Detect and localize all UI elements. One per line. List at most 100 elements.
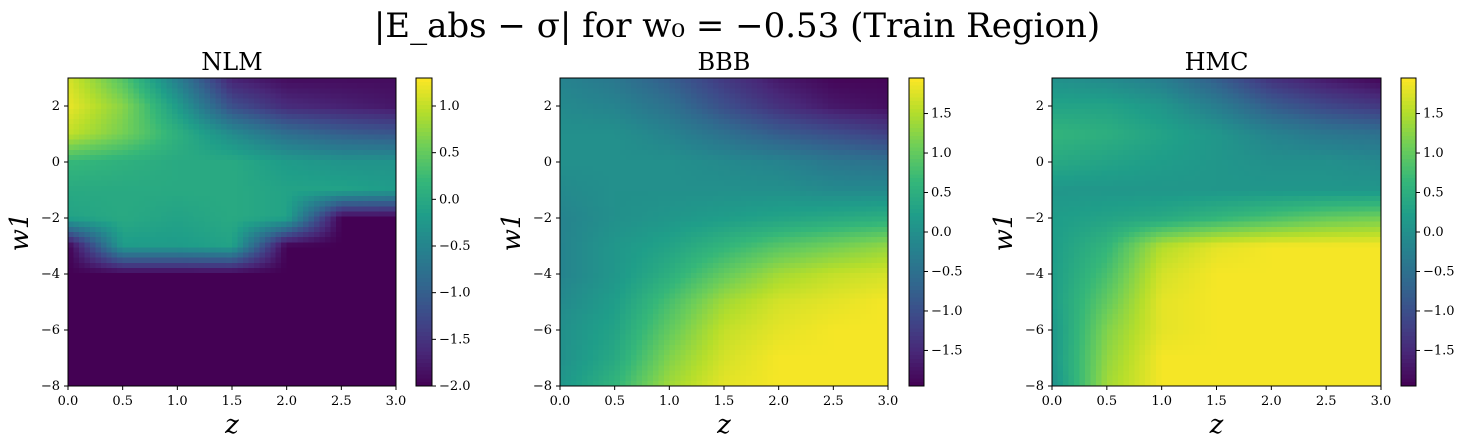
- heatmap-cell: [84, 293, 91, 300]
- heatmap-cell: [335, 273, 342, 279]
- heatmap-cell: [335, 293, 342, 300]
- heatmap-cell: [160, 267, 167, 274]
- heatmap-cell: [324, 283, 331, 290]
- heatmap-cell: [576, 180, 583, 187]
- heatmap-cell: [133, 160, 140, 166]
- heatmap-cell: [253, 329, 260, 336]
- heatmap-cell: [177, 370, 184, 377]
- heatmap-cell: [357, 160, 364, 166]
- heatmap-cell: [849, 165, 856, 171]
- heatmap-cell: [363, 211, 370, 218]
- heatmap-cell: [631, 175, 638, 182]
- heatmap-cell: [385, 283, 392, 290]
- heatmap-cell: [100, 196, 107, 202]
- heatmap-cell: [117, 237, 124, 243]
- heatmap-cell: [232, 201, 239, 207]
- heatmap-cell: [346, 242, 353, 248]
- heatmap-cell: [128, 221, 135, 228]
- heatmap-cell: [160, 252, 167, 259]
- heatmap-cell: [171, 298, 178, 305]
- heatmap-cell: [139, 324, 146, 331]
- heatmap-cell: [182, 293, 189, 300]
- heatmap-cell: [767, 144, 774, 151]
- heatmap-cell: [756, 165, 763, 171]
- heatmap-cell: [674, 113, 681, 120]
- heatmap-cell: [117, 370, 124, 377]
- heatmap-cell: [232, 319, 239, 325]
- heatmap-cell: [133, 339, 140, 346]
- heatmap-cell: [259, 344, 266, 351]
- heatmap-cell: [139, 211, 146, 218]
- heatmap-cell: [226, 155, 233, 161]
- heatmap-cell: [89, 329, 96, 336]
- heatmap-cell: [193, 329, 200, 336]
- heatmap-cell: [150, 139, 157, 146]
- heatmap-cell: [89, 262, 96, 269]
- heatmap-cell: [253, 242, 260, 248]
- heatmap-cell: [335, 124, 342, 130]
- heatmap-cell: [767, 113, 774, 120]
- heatmap-cell: [259, 129, 266, 136]
- heatmap-cell: [270, 334, 277, 341]
- heatmap-cell: [827, 108, 834, 115]
- heatmap-cell: [193, 314, 200, 320]
- heatmap-cell: [368, 98, 375, 105]
- heatmap-cell: [275, 293, 282, 300]
- heatmap-cell: [100, 216, 107, 223]
- heatmap-cell: [827, 88, 834, 94]
- heatmap-cell: [598, 134, 605, 141]
- heatmap-cell: [560, 134, 567, 141]
- heatmap-cell: [363, 309, 370, 315]
- heatmap-cell: [816, 93, 823, 100]
- heatmap-cell: [232, 190, 239, 197]
- heatmap-cell: [160, 201, 167, 207]
- heatmap-cell: [275, 185, 282, 192]
- heatmap-cell: [68, 180, 75, 187]
- heatmap-cell: [150, 83, 157, 89]
- heatmap-cell: [319, 329, 326, 336]
- heatmap-cell: [160, 180, 167, 187]
- heatmap-cell: [303, 360, 310, 367]
- heatmap-cell: [226, 149, 233, 156]
- heatmap-cell: [177, 329, 184, 336]
- heatmap-cell: [281, 365, 288, 372]
- heatmap-cell: [111, 124, 118, 130]
- heatmap-cell: [297, 350, 304, 356]
- heatmap-cell: [319, 232, 326, 238]
- heatmap-cell: [663, 139, 670, 146]
- heatmap-cell: [68, 232, 75, 238]
- heatmap-cell: [106, 242, 113, 248]
- heatmap-cell: [658, 78, 665, 84]
- heatmap-cell: [734, 139, 741, 146]
- heatmap-cell: [182, 83, 189, 89]
- heatmap-cell: [166, 329, 173, 336]
- heatmap-cell: [237, 78, 244, 84]
- heatmap-cell: [292, 298, 299, 305]
- heatmap-cell: [352, 355, 359, 361]
- heatmap-cell: [368, 170, 375, 177]
- heatmap-cell: [270, 124, 277, 130]
- heatmap-cell: [286, 242, 293, 248]
- heatmap-cell: [237, 257, 244, 264]
- heatmap-cell: [297, 134, 304, 141]
- heatmap-cell: [724, 113, 731, 120]
- heatmap-cell: [111, 190, 118, 197]
- heatmap-cell: [811, 149, 818, 156]
- heatmap-cell: [346, 247, 353, 254]
- heatmap-cell: [122, 355, 129, 361]
- heatmap-cell: [117, 108, 124, 115]
- heatmap-cell: [724, 144, 731, 151]
- heatmap-cell: [150, 375, 157, 382]
- heatmap-cell: [264, 309, 271, 315]
- heatmap-cell: [357, 175, 364, 182]
- heatmap-cell: [292, 278, 299, 284]
- heatmap-cell: [78, 298, 85, 305]
- heatmap-cell: [346, 278, 353, 284]
- heatmap-cell: [303, 175, 310, 182]
- heatmap-cell: [319, 226, 326, 233]
- heatmap-cell: [565, 113, 572, 120]
- heatmap-cell: [226, 129, 233, 136]
- heatmap-cell: [160, 185, 167, 192]
- heatmap-cell: [756, 175, 763, 182]
- heatmap-cell: [171, 160, 178, 166]
